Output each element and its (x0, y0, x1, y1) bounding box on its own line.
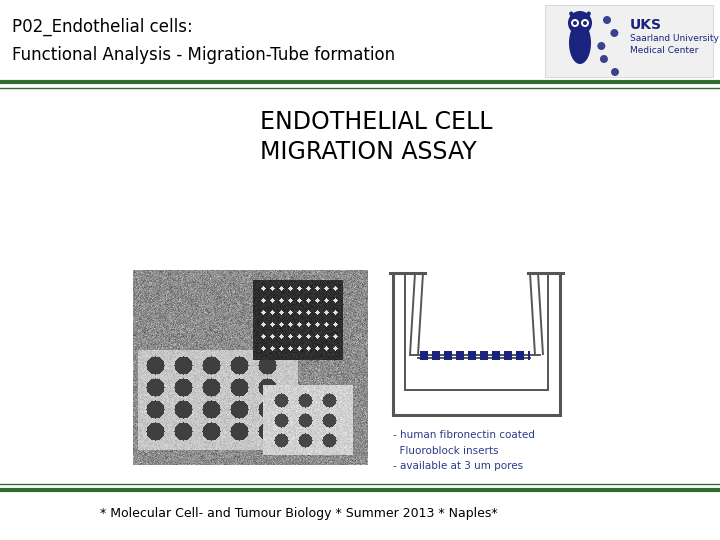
Circle shape (611, 29, 618, 37)
Bar (528, 351, 530, 360)
Bar (444, 351, 452, 360)
Ellipse shape (569, 22, 591, 64)
Bar (504, 351, 512, 360)
Circle shape (581, 19, 589, 27)
Bar (432, 351, 440, 360)
Bar (492, 351, 500, 360)
Text: P02_Endothelial cells:: P02_Endothelial cells: (12, 18, 193, 36)
Text: Functional Analysis - Migration-Tube formation: Functional Analysis - Migration-Tube for… (12, 46, 395, 64)
Circle shape (583, 21, 587, 25)
Bar (480, 351, 488, 360)
Bar (468, 351, 476, 360)
Circle shape (611, 68, 619, 76)
Circle shape (603, 16, 611, 24)
Text: ENDOTHELIAL CELL: ENDOTHELIAL CELL (260, 110, 492, 134)
Circle shape (571, 19, 579, 27)
Bar (456, 351, 464, 360)
Circle shape (598, 42, 606, 50)
Text: - human fibronectin coated
  Fluoroblock inserts
- available at 3 um pores: - human fibronectin coated Fluoroblock i… (393, 430, 535, 471)
Circle shape (568, 11, 592, 35)
Text: Medical Center: Medical Center (630, 46, 698, 55)
Bar (545, 5, 713, 77)
Text: MIGRATION ASSAY: MIGRATION ASSAY (260, 140, 477, 164)
Circle shape (600, 55, 608, 63)
Circle shape (573, 21, 577, 25)
Text: Saarland University: Saarland University (630, 34, 719, 43)
Bar (420, 351, 428, 360)
Bar (516, 351, 524, 360)
Text: * Molecular Cell- and Tumour Biology * Summer 2013 * Naples*: * Molecular Cell- and Tumour Biology * S… (100, 507, 498, 519)
Text: UKS: UKS (630, 18, 662, 32)
